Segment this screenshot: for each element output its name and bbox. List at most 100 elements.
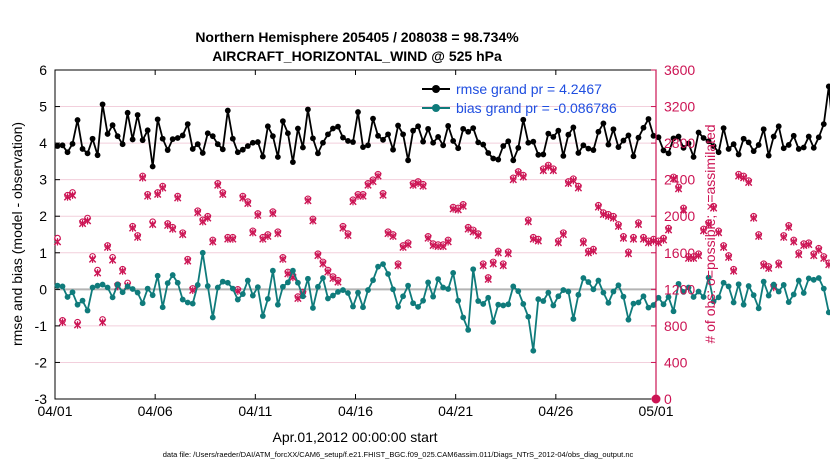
rmse-point-36 <box>234 149 241 156</box>
x-tick-label-2: 04/11 <box>238 403 272 419</box>
assimilated-point-114 <box>624 249 633 258</box>
assimilated-point-81 <box>459 202 467 210</box>
y-right-tick-label-1: 400 <box>664 354 688 370</box>
assimilated-point-25 <box>179 230 187 239</box>
rmse-point-66 <box>385 131 391 138</box>
bias-point-95 <box>530 347 537 354</box>
rmse-point-2 <box>64 149 71 156</box>
assimilated-point-80 <box>454 206 462 214</box>
rmse-point-98 <box>545 130 552 137</box>
assimilated-point-101 <box>559 230 568 239</box>
assimilated-point-30 <box>204 214 212 222</box>
assimilated-point-8 <box>93 269 102 277</box>
rmse-point-78 <box>445 123 452 129</box>
chart-title-line-2: AIRCRAFT_HORIZONTAL_WIND @ 525 hPa <box>212 48 502 64</box>
bias-point-48 <box>295 279 301 286</box>
assimilated-point-129 <box>699 227 708 235</box>
assimilated-point-135 <box>729 267 738 275</box>
assimilated-point-64 <box>374 172 382 180</box>
legend-entry-1: bias grand pr = -0.086786 <box>456 100 617 116</box>
bias-point-115 <box>630 300 637 307</box>
assimilated-point-89 <box>499 261 507 270</box>
assimilated-point-130 <box>704 220 713 229</box>
assimilated-point-70 <box>404 240 412 249</box>
rmse-point-110 <box>605 141 612 148</box>
rmse-point-34 <box>224 107 231 114</box>
assimilated-point-140 <box>754 232 763 241</box>
assimilated-point-51 <box>309 217 317 225</box>
rmse-point-64 <box>375 132 381 139</box>
rmse-point-119 <box>650 132 657 139</box>
rmse-point-124 <box>675 133 682 140</box>
bias-point-107 <box>590 286 597 293</box>
rmse-point-117 <box>640 124 647 131</box>
x-axis-label: Apr.01,2012 00:00:00 start <box>272 429 437 445</box>
assimilated-point-54 <box>324 268 332 276</box>
bias-point-51 <box>310 305 316 311</box>
assimilated-point-95 <box>529 235 537 243</box>
rmse-point-114 <box>625 132 632 139</box>
rmse-point-134 <box>725 146 732 152</box>
rmse-point-8 <box>94 152 101 159</box>
y-axis-right-label: # of obs: o=possible; ×=assimilated <box>702 124 718 343</box>
rmse-point-20 <box>154 116 161 123</box>
rmse-point-74 <box>425 125 432 132</box>
rmse-point-19 <box>149 163 156 170</box>
rmse-point-49 <box>300 144 306 151</box>
rmse-point-54 <box>325 131 331 138</box>
legend-marker-0 <box>432 85 440 93</box>
assimilated-point-106 <box>584 249 593 257</box>
bias-point-41 <box>259 313 266 319</box>
assimilated-point-90 <box>504 249 512 258</box>
assimilated-point-113 <box>619 234 628 242</box>
rmse-point-135 <box>730 141 737 148</box>
y-right-tick-label-8: 3200 <box>664 99 695 115</box>
assimilated-point-112 <box>614 222 623 230</box>
bias-point-47 <box>289 267 296 274</box>
bias-point-112 <box>615 282 622 289</box>
rmse-point-59 <box>350 139 356 145</box>
bias-point-21 <box>159 304 166 311</box>
rmse-point-14 <box>124 109 131 116</box>
assimilated-point-20 <box>153 190 162 198</box>
bias-point-40 <box>254 284 261 291</box>
y-tick-label-9: 6 <box>39 62 47 78</box>
rmse-point-151 <box>810 144 817 151</box>
y-tick-label-6: 3 <box>39 172 47 188</box>
assimilated-point-88 <box>494 249 502 257</box>
bias-point-18 <box>144 285 151 292</box>
rmse-point-92 <box>515 144 522 151</box>
assimilated-point-145 <box>780 233 788 241</box>
rmse-point-132 <box>715 149 722 156</box>
assimilated-point-15 <box>128 224 137 232</box>
y-right-tick-label-4: 1600 <box>664 245 695 261</box>
bias-point-130 <box>705 274 712 281</box>
x-tick-label-0: 04/01 <box>37 403 72 419</box>
bias-point-53 <box>320 275 326 281</box>
bias-point-139 <box>750 292 757 299</box>
bias-point-151 <box>810 276 817 283</box>
bias-point-124 <box>675 280 682 287</box>
bias-point-76 <box>435 276 442 282</box>
rmse-point-32 <box>214 141 221 148</box>
assimilated-point-92 <box>514 169 522 177</box>
bias-point-73 <box>420 297 427 304</box>
bias-point-61 <box>360 304 366 311</box>
bias-point-97 <box>540 298 547 304</box>
bias-point-28 <box>194 282 201 288</box>
bias-point-34 <box>224 279 231 286</box>
bias-point-84 <box>475 298 482 304</box>
assimilated-point-58 <box>344 231 352 240</box>
rmse-point-45 <box>279 118 286 125</box>
bias-point-145 <box>780 282 787 288</box>
rmse-point-52 <box>315 150 321 157</box>
assimilated-point-100 <box>554 239 563 247</box>
bias-point-6 <box>84 307 91 314</box>
assimilated-point-0 <box>53 238 62 246</box>
rmse-point-89 <box>500 143 507 149</box>
assimilated-point-105 <box>579 239 588 247</box>
bias-point-123 <box>670 308 677 315</box>
rmse-point-65 <box>380 136 386 143</box>
rmse-point-38 <box>244 143 251 149</box>
rmse-point-76 <box>435 133 442 140</box>
